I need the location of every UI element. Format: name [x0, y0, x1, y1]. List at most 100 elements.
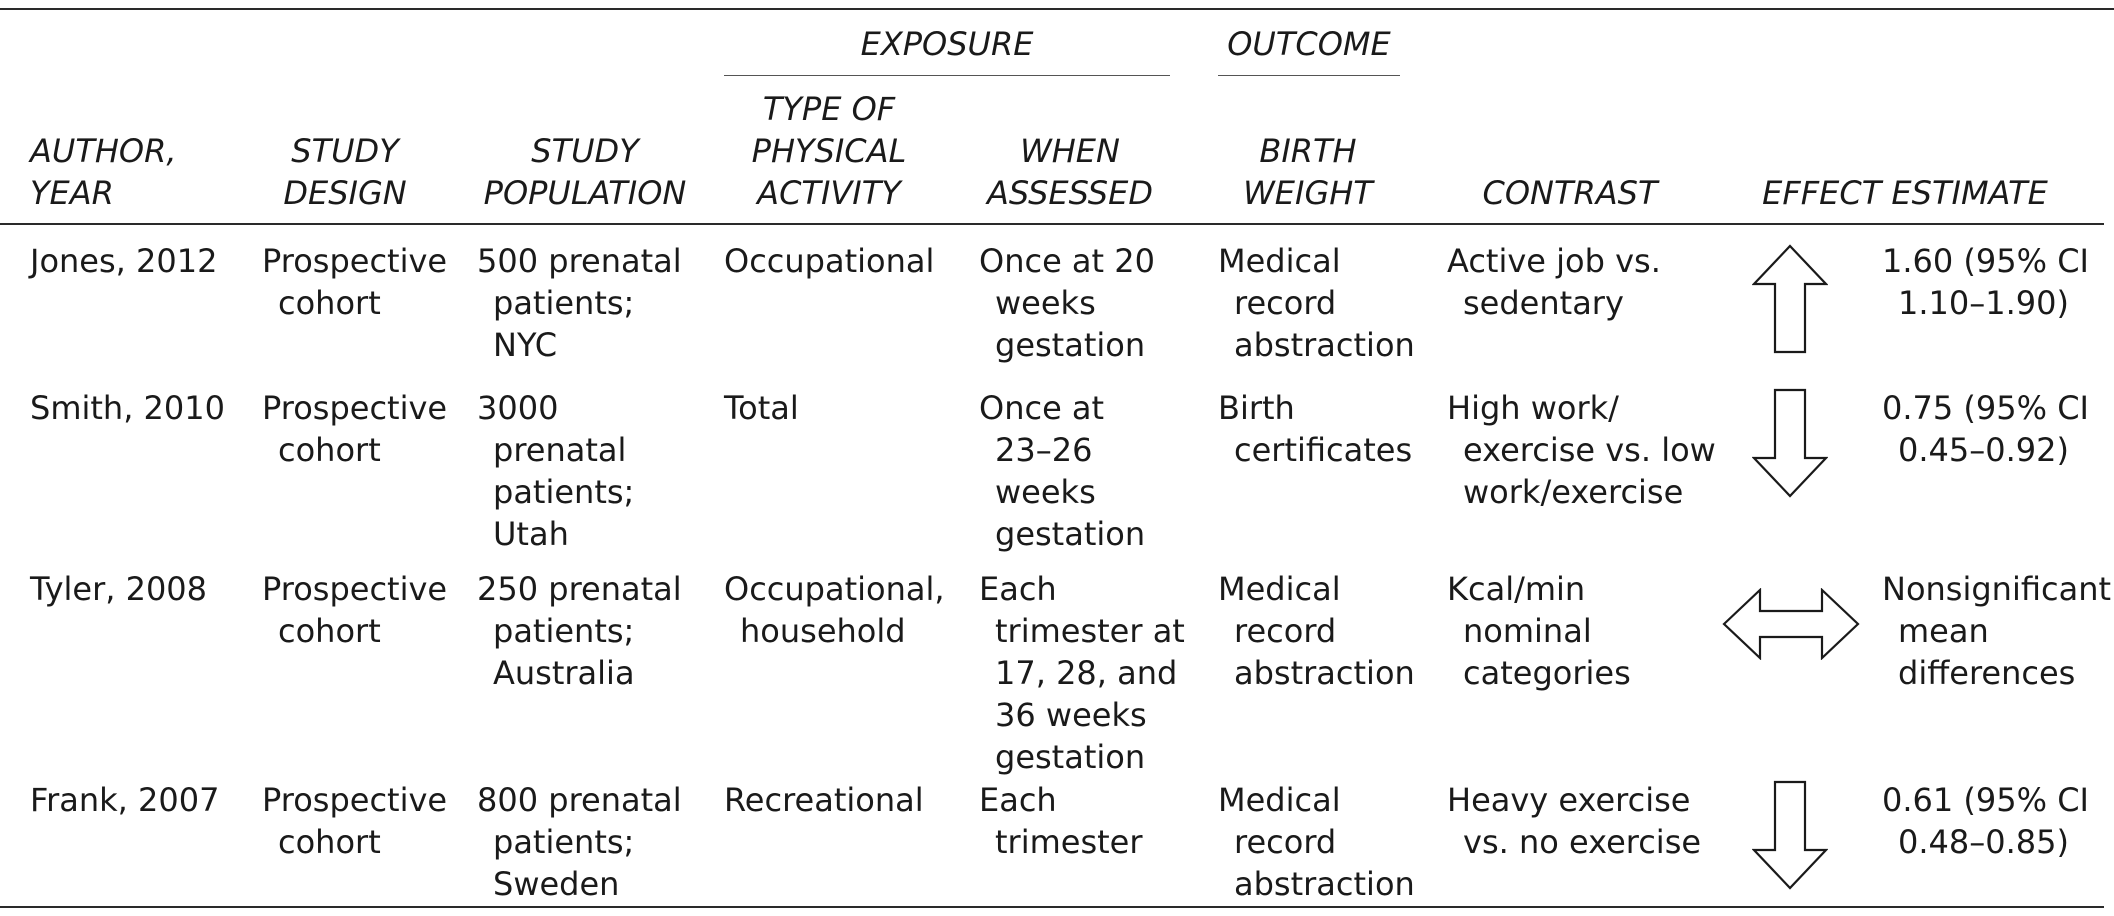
- cell-line: Each: [979, 781, 1057, 819]
- cell-line: 36 weeks: [995, 696, 1147, 734]
- cell-when: Each trimester at 17, 28, and 36 weeks gesta…: [979, 568, 1185, 778]
- cell-birthweight: Medical record abstraction: [1218, 240, 1415, 366]
- cell-line: Medical: [1218, 781, 1341, 819]
- header-contrast: CONTRAST: [1420, 90, 1720, 214]
- arrow-down-icon: [1752, 778, 1828, 890]
- cell-line: Frank, 2007: [30, 781, 220, 819]
- cell-line: patients;: [493, 284, 635, 322]
- cell-line: Sweden: [493, 865, 620, 903]
- cell-line: 0.45–0.92): [1898, 431, 2069, 469]
- cell-line: mean: [1898, 612, 1989, 650]
- header-line: TYPE OF: [762, 90, 896, 128]
- cell-population: 250 prenatal patients; Australia: [477, 568, 682, 694]
- cell-when: Once at 23–26 weeks gestation: [979, 387, 1145, 555]
- header-line: POPULATION: [483, 174, 687, 212]
- group-label-exposure: EXPOSURE: [860, 25, 1034, 63]
- cell-line: patients;: [493, 823, 635, 861]
- header-line: WEIGHT: [1243, 174, 1373, 212]
- header-line: ASSESSED: [987, 174, 1153, 212]
- cell-line: Once at 20: [979, 242, 1155, 280]
- cell-contrast: High work/exercise vs. low work/exercise: [1447, 387, 1716, 513]
- cell-line: High work/: [1447, 389, 1619, 427]
- cell-line: Prospective: [262, 242, 448, 280]
- cell-author: Frank, 2007: [30, 779, 219, 821]
- header-line: WHEN: [1020, 132, 1120, 170]
- cell-line: 500 prenatal: [477, 242, 682, 280]
- outcome-underline: [1218, 75, 1400, 76]
- cell-line: 17, 28, and: [995, 654, 1178, 692]
- cell-line: 0.48–0.85): [1898, 823, 2069, 861]
- cell-line: exercise vs. low: [1463, 431, 1716, 469]
- cell-population: 500 prenatal patients; NYC: [477, 240, 682, 366]
- cell-line: gestation: [995, 515, 1146, 553]
- header-line: PHYSICAL: [751, 132, 907, 170]
- header-population: STUDY POPULATION: [470, 90, 700, 214]
- header-bottom-rule: [0, 223, 2104, 225]
- cell-birthweight: Medical record abstraction: [1218, 779, 1415, 905]
- cell-design: Prospective cohort: [262, 568, 447, 652]
- cell-line: differences: [1898, 654, 2076, 692]
- header-line: STUDY: [291, 132, 399, 170]
- cell-line: Total: [724, 389, 799, 427]
- cell-line: trimester at: [995, 612, 1185, 650]
- cell-line: weeks: [995, 284, 1096, 322]
- cell-line: Birth: [1218, 389, 1295, 427]
- cell-estimate: 1.60 (95% CI 1.10–1.90): [1882, 240, 2089, 324]
- cell-line: Australia: [493, 654, 635, 692]
- header-activity: TYPE OF PHYSICAL ACTIVITY: [724, 90, 934, 214]
- cell-activity: Total: [724, 387, 799, 429]
- cell-contrast: Heavy exercise vs. no exercise: [1447, 779, 1701, 863]
- group-label-outcome: OUTCOME: [1227, 25, 1391, 63]
- cell-line: cohort: [278, 612, 381, 650]
- header-when: WHEN ASSESSED: [965, 90, 1175, 214]
- cell-line: 1.10–1.90): [1898, 284, 2069, 322]
- cell-activity: Occupational, household: [724, 568, 945, 652]
- cell-line: abstraction: [1234, 326, 1415, 364]
- cell-estimate: 0.75 (95% CI 0.45–0.92): [1882, 387, 2089, 471]
- cell-line: vs. no exercise: [1463, 823, 1702, 861]
- cell-line: abstraction: [1234, 654, 1415, 692]
- header-author: AUTHOR, YEAR: [30, 90, 240, 214]
- cell-birthweight: Birth certificates: [1218, 387, 1412, 471]
- cell-population: 3000 prenatal patients; Utah: [477, 387, 634, 555]
- cell-line: record: [1234, 823, 1337, 861]
- cell-design: Prospective cohort: [262, 779, 447, 863]
- cell-line: Once at: [979, 389, 1105, 427]
- cell-line: patients;: [493, 473, 635, 511]
- cell-line: cohort: [278, 823, 381, 861]
- cell-line: nominal: [1463, 612, 1592, 650]
- cell-line: record: [1234, 284, 1337, 322]
- cell-line: weeks: [995, 473, 1096, 511]
- cell-line: abstraction: [1234, 865, 1415, 903]
- cell-activity: Occupational: [724, 240, 934, 282]
- cell-line: gestation: [995, 326, 1146, 364]
- cell-contrast: Active job vs. sedentary: [1447, 240, 1661, 324]
- cell-line: Tyler, 2008: [30, 570, 208, 608]
- cell-line: categories: [1463, 654, 1631, 692]
- cell-line: patients;: [493, 612, 635, 650]
- cell-line: trimester: [995, 823, 1143, 861]
- cell-when: Once at 20 weeks gestation: [979, 240, 1155, 366]
- cell-line: Prospective: [262, 389, 448, 427]
- cell-line: Occupational,: [724, 570, 945, 608]
- cell-estimate: 0.61 (95% CI 0.48–0.85): [1882, 779, 2089, 863]
- cell-line: 23–26: [995, 431, 1093, 469]
- header-line: STUDY: [531, 132, 639, 170]
- header-line: EFFECT ESTIMATE: [1762, 174, 2048, 212]
- cell-line: 250 prenatal: [477, 570, 682, 608]
- cell-line: work/exercise: [1463, 473, 1684, 511]
- cell-population: 800 prenatal patients; Sweden: [477, 779, 682, 905]
- cell-estimate: Nonsignificant mean differences: [1882, 568, 2111, 694]
- cell-line: Occupational: [724, 242, 935, 280]
- cell-author: Smith, 2010: [30, 387, 225, 429]
- cell-line: Heavy exercise: [1447, 781, 1691, 819]
- cell-line: Recreational: [724, 781, 924, 819]
- header-line: CONTRAST: [1482, 174, 1658, 212]
- cell-contrast: Kcal/min nominal categories: [1447, 568, 1631, 694]
- arrow-left-right-icon: [1722, 588, 1860, 660]
- cell-author: Jones, 2012: [30, 240, 217, 282]
- header-design: STUDY DESIGN: [255, 90, 435, 214]
- cell-line: certificates: [1234, 431, 1413, 469]
- cell-when: Each trimester: [979, 779, 1143, 863]
